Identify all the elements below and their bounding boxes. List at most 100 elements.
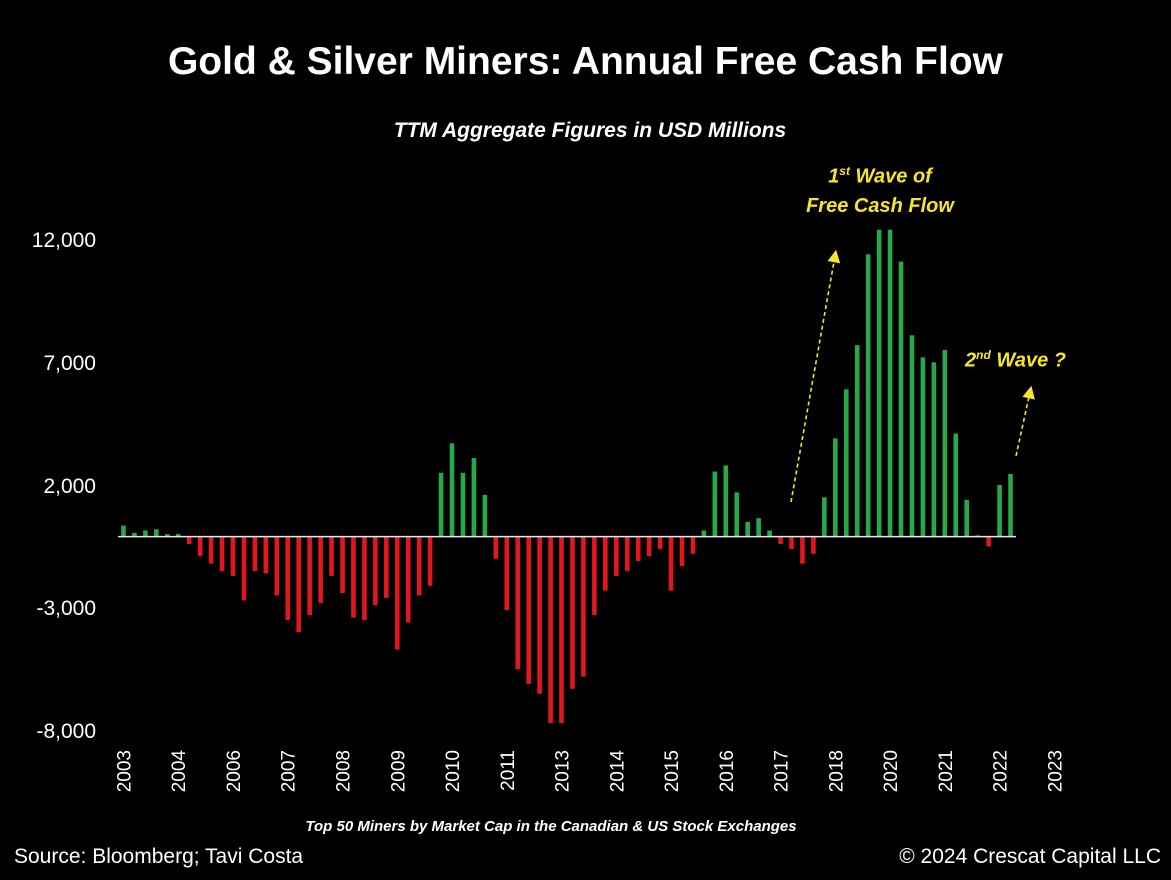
bar <box>340 536 345 594</box>
bar <box>734 492 740 537</box>
y-tick-label: -3,000 <box>36 597 96 620</box>
bar <box>362 536 367 621</box>
bar <box>285 536 291 621</box>
bar <box>822 497 827 537</box>
chart-title: Gold & Silver Miners: Annual Free Cash F… <box>167 40 1004 83</box>
x-axis-labels: 2003 2004 2006 2007 2008 2009 2010 2011 2013 2014… <box>114 750 1066 793</box>
source-credit: Source: Bloomberg; Tavi Costa <box>14 845 304 868</box>
annotation-second-wave: 2nd Wave ? <box>965 341 1095 376</box>
bar <box>592 536 597 616</box>
bar <box>646 536 652 557</box>
bar <box>997 485 1002 537</box>
bar <box>132 532 137 537</box>
bar <box>767 530 772 537</box>
bar <box>252 536 258 571</box>
x-tick-label: 2021 <box>936 750 957 792</box>
bar <box>416 536 422 596</box>
bar <box>504 536 510 611</box>
bar <box>570 536 575 689</box>
bar <box>778 536 783 544</box>
x-tick-label: 2003 <box>114 750 135 792</box>
bar <box>953 433 959 537</box>
bar <box>548 536 553 724</box>
bar <box>460 472 466 537</box>
bar <box>679 536 685 567</box>
bar <box>405 536 411 623</box>
annotation-first-wave-sup: st <box>839 164 850 178</box>
bar <box>865 254 871 537</box>
bar <box>526 536 531 684</box>
x-tick-label: 2013 <box>553 750 574 792</box>
bar <box>438 472 444 537</box>
bar <box>471 458 477 537</box>
bar <box>712 471 718 537</box>
bar <box>274 536 280 596</box>
copyright-notice: © 2024 Crescat Capital LLC <box>899 845 1161 868</box>
x-tick-label: 2009 <box>388 750 409 792</box>
bar <box>931 362 937 537</box>
bar <box>657 536 663 549</box>
bar <box>384 536 389 598</box>
x-tick-label: 2016 <box>717 750 738 792</box>
bar <box>624 536 630 571</box>
bar <box>789 536 794 549</box>
bar <box>603 536 608 591</box>
bar <box>581 536 586 677</box>
bars-group <box>121 229 1013 724</box>
bar <box>559 536 564 724</box>
annotation-second-wave-num: 2 <box>965 349 977 372</box>
bar <box>745 521 750 537</box>
bar <box>942 350 948 537</box>
arrow-second-wave <box>1015 385 1035 457</box>
bar <box>986 536 991 547</box>
bar <box>351 536 356 618</box>
bar <box>373 536 378 606</box>
bar <box>690 536 696 554</box>
y-tick-label: 2,000 <box>43 475 96 498</box>
bar <box>898 261 904 537</box>
bar <box>833 438 838 537</box>
annotation-second-wave-rest: Wave ? <box>990 349 1067 372</box>
bar <box>296 536 301 633</box>
x-tick-label: 2020 <box>881 750 902 792</box>
annotation-first-wave-line2: Free Cash Flow <box>806 194 954 217</box>
chart-footnote: Top 50 Miners by Market Cap in the Canad… <box>305 818 797 835</box>
bar <box>329 536 334 576</box>
bar <box>263 536 269 574</box>
y-tick-label: 12,000 <box>31 229 96 252</box>
bar <box>186 536 192 544</box>
x-tick-label: 2010 <box>443 750 464 792</box>
x-tick-label: 2006 <box>224 750 245 792</box>
bar <box>197 536 203 557</box>
bar <box>394 536 400 650</box>
y-tick-label: -8,000 <box>36 720 96 743</box>
bar <box>449 443 455 537</box>
x-tick-label: 2007 <box>279 750 300 792</box>
bar <box>208 536 214 564</box>
bar <box>964 499 970 537</box>
bar <box>318 536 323 603</box>
x-tick-label: 2011 <box>498 750 519 791</box>
x-tick-label: 2014 <box>607 750 628 793</box>
bar <box>121 525 126 537</box>
x-tick-label: 2022 <box>991 750 1012 792</box>
x-tick-label: 2023 <box>1045 750 1066 792</box>
bar <box>800 536 805 564</box>
bar <box>701 530 707 537</box>
bar <box>537 536 542 694</box>
chart-subtitle: TTM Aggregate Figures in USD Millions <box>393 119 787 142</box>
bar <box>219 536 225 571</box>
arrow-first-wave <box>790 249 841 503</box>
bar <box>493 536 499 559</box>
annotation-first-wave: 1st Wave of Free Cash Flow <box>770 157 990 221</box>
bar <box>668 536 674 591</box>
x-tick-label: 2008 <box>334 750 355 792</box>
bar <box>876 229 882 537</box>
annotation-first-wave-num: 1 <box>828 165 840 188</box>
bar <box>307 536 312 616</box>
bar <box>909 335 915 537</box>
bar <box>175 534 181 537</box>
x-tick-label: 2004 <box>169 750 190 793</box>
bar <box>164 534 170 537</box>
